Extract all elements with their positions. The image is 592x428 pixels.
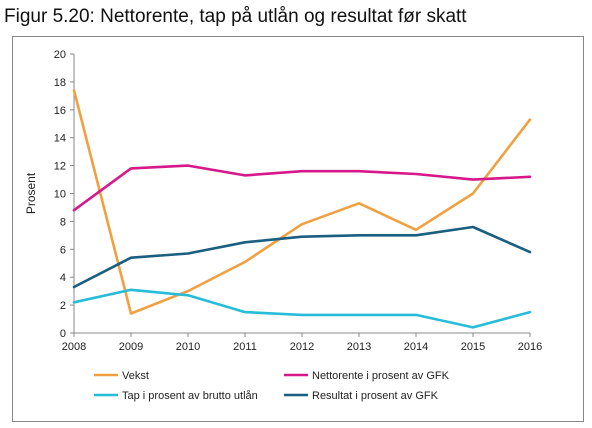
series-line-4	[72, 225, 532, 289]
legend-label: Resultat i prosent av GFK	[312, 390, 439, 402]
y-tick-label: 14	[54, 133, 66, 145]
y-tick-label: 2	[60, 300, 66, 312]
series-line-1	[72, 89, 532, 315]
legend-label: Tap i prosent av brutto utlån	[122, 390, 258, 402]
y-tick-label: 0	[60, 328, 66, 340]
x-tick-label: 2013	[347, 341, 371, 353]
chart-frame	[12, 36, 584, 422]
chart-axes: 0 2 4 6 8 10 12 14 16 18 20 2008 2009 2010 2011 2012 201…	[24, 49, 542, 353]
x-tick-label: 2016	[518, 341, 542, 353]
legend-label: Nettorente i prosent av GFK	[312, 370, 450, 382]
x-tick-label: 2011	[233, 341, 257, 353]
x-tick-label: 2014	[404, 341, 428, 353]
y-tick-label: 4	[60, 272, 66, 284]
series-line-2	[72, 164, 532, 212]
x-tick-label: 2008	[62, 341, 86, 353]
y-tick-label: 12	[54, 161, 66, 173]
y-axis-title: Prosent	[24, 172, 38, 214]
x-tick-label: 2009	[119, 341, 143, 353]
x-tick-label: 2012	[290, 341, 314, 353]
y-tick-label: 8	[60, 216, 66, 228]
legend-label: Vekst	[122, 370, 149, 382]
figure-title: Figur 5.20: Nettorente, tap på utlån og …	[4, 6, 467, 27]
y-tick-label: 6	[60, 244, 66, 256]
series-layer	[72, 89, 532, 329]
y-tick-label: 16	[54, 105, 66, 117]
chart-legend: Vekst Nettorente i prosent av GFK Tap i pr…	[94, 370, 450, 402]
x-tick-label: 2015	[461, 341, 485, 353]
y-tick-label: 18	[54, 77, 66, 89]
x-tick-label: 2010	[176, 341, 200, 353]
y-tick-label: 10	[54, 189, 66, 201]
y-tick-label: 20	[54, 49, 66, 61]
